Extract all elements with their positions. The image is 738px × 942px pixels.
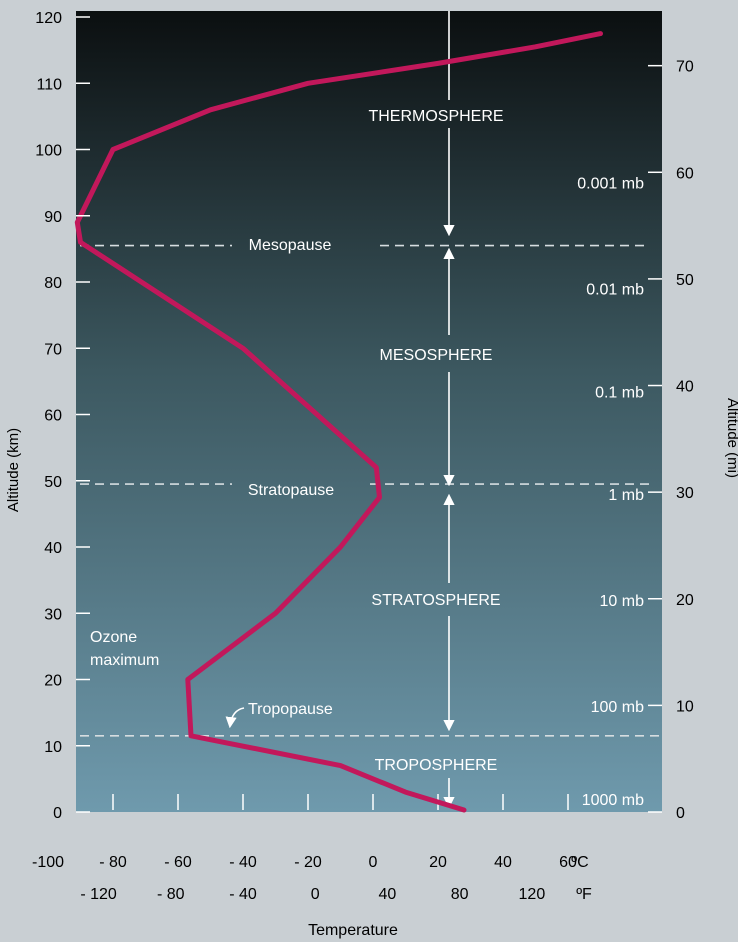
x-tick-label-fahrenheit: - 40 — [229, 886, 257, 903]
y-tick-label-right: 30 — [676, 485, 694, 502]
x-tick-label-fahrenheit: 0 — [311, 886, 320, 903]
pressure-level-label: 1 mb — [608, 487, 644, 504]
pressure-level-label: 100 mb — [591, 699, 644, 716]
plot-background — [76, 11, 662, 812]
y-tick-label-right: 50 — [676, 272, 694, 289]
x-tick-label-fahrenheit: - 80 — [157, 886, 185, 903]
y-axis-left-title: Altitude (km) — [5, 428, 22, 512]
pressure-level-label: 10 mb — [600, 593, 645, 610]
x-tick-label-fahrenheit: 80 — [451, 886, 469, 903]
y-tick-label-left: 60 — [44, 408, 62, 425]
x-tick-label-celsius: -100 — [32, 854, 64, 871]
x-tick-label-fahrenheit: 120 — [519, 886, 546, 903]
y-tick-label-left: 10 — [44, 739, 62, 756]
tropopause-arrow — [225, 707, 245, 729]
x-tick-label-celsius: - 40 — [229, 854, 257, 871]
y-tick-label-left: 40 — [44, 540, 62, 557]
y-tick-label-right: 70 — [676, 59, 694, 76]
pressure-level-label: 1000 mb — [582, 792, 644, 809]
pressure-level-label: 0.01 mb — [586, 282, 644, 299]
boundary-label: Stratopause — [248, 482, 334, 499]
x-tick-label-celsius: 40 — [494, 854, 512, 871]
layer-label: TROPOSPHERE — [375, 757, 498, 774]
y-tick-label-right: 60 — [676, 165, 694, 182]
ozone-label-line2: maximum — [90, 652, 159, 669]
y-tick-label-left: 120 — [35, 10, 62, 27]
layer-label: STRATOSPHERE — [371, 592, 500, 609]
y-tick-label-right: 40 — [676, 379, 694, 396]
y-tick-label-left: 80 — [44, 275, 62, 292]
x-tick-label-fahrenheit: - 120 — [80, 886, 117, 903]
pressure-level-label: 0.001 mb — [577, 176, 644, 193]
boundary-label: Mesopause — [249, 237, 332, 254]
y-tick-label-left: 90 — [44, 209, 62, 226]
ozone-label-line1: Ozone — [90, 629, 137, 646]
y-tick-label-right: 10 — [676, 698, 694, 715]
y-tick-label-left: 30 — [44, 606, 62, 623]
y-tick-label-left: 50 — [44, 474, 62, 491]
x-tick-label-celsius: - 60 — [164, 854, 192, 871]
x-tick-label-celsius: - 80 — [99, 854, 127, 871]
y-tick-label-left: 100 — [35, 143, 62, 160]
y-tick-label-left: 70 — [44, 341, 62, 358]
temperature-profile-line — [74, 31, 603, 813]
y-tick-label-left: 110 — [36, 76, 62, 93]
layer-label: MESOSPHERE — [380, 347, 493, 364]
x-tick-label-celsius: 0 — [369, 854, 378, 871]
y-axis-right-title: Altitude (mi) — [724, 398, 738, 478]
y-tick-label-right: 0 — [676, 805, 685, 822]
x-tick-label-fahrenheit: 40 — [379, 886, 397, 903]
tropopause-label: Tropopause — [248, 701, 333, 718]
y-tick-label-left: 0 — [53, 805, 62, 822]
x-axis-title: Temperature — [308, 922, 398, 939]
y-tick-label-right: 20 — [676, 592, 694, 609]
x-tick-label-celsius: 20 — [429, 854, 447, 871]
layer-label: THERMOSPHERE — [368, 108, 503, 125]
y-tick-label-left: 20 — [44, 673, 62, 690]
x-tick-label-celsius: - 20 — [294, 854, 322, 871]
celsius-unit-label: ºC — [571, 854, 588, 871]
pressure-level-label: 0.1 mb — [595, 384, 644, 401]
fahrenheit-unit-label: ºF — [576, 886, 592, 903]
x-tick-label-celsius: 60 — [559, 854, 577, 871]
